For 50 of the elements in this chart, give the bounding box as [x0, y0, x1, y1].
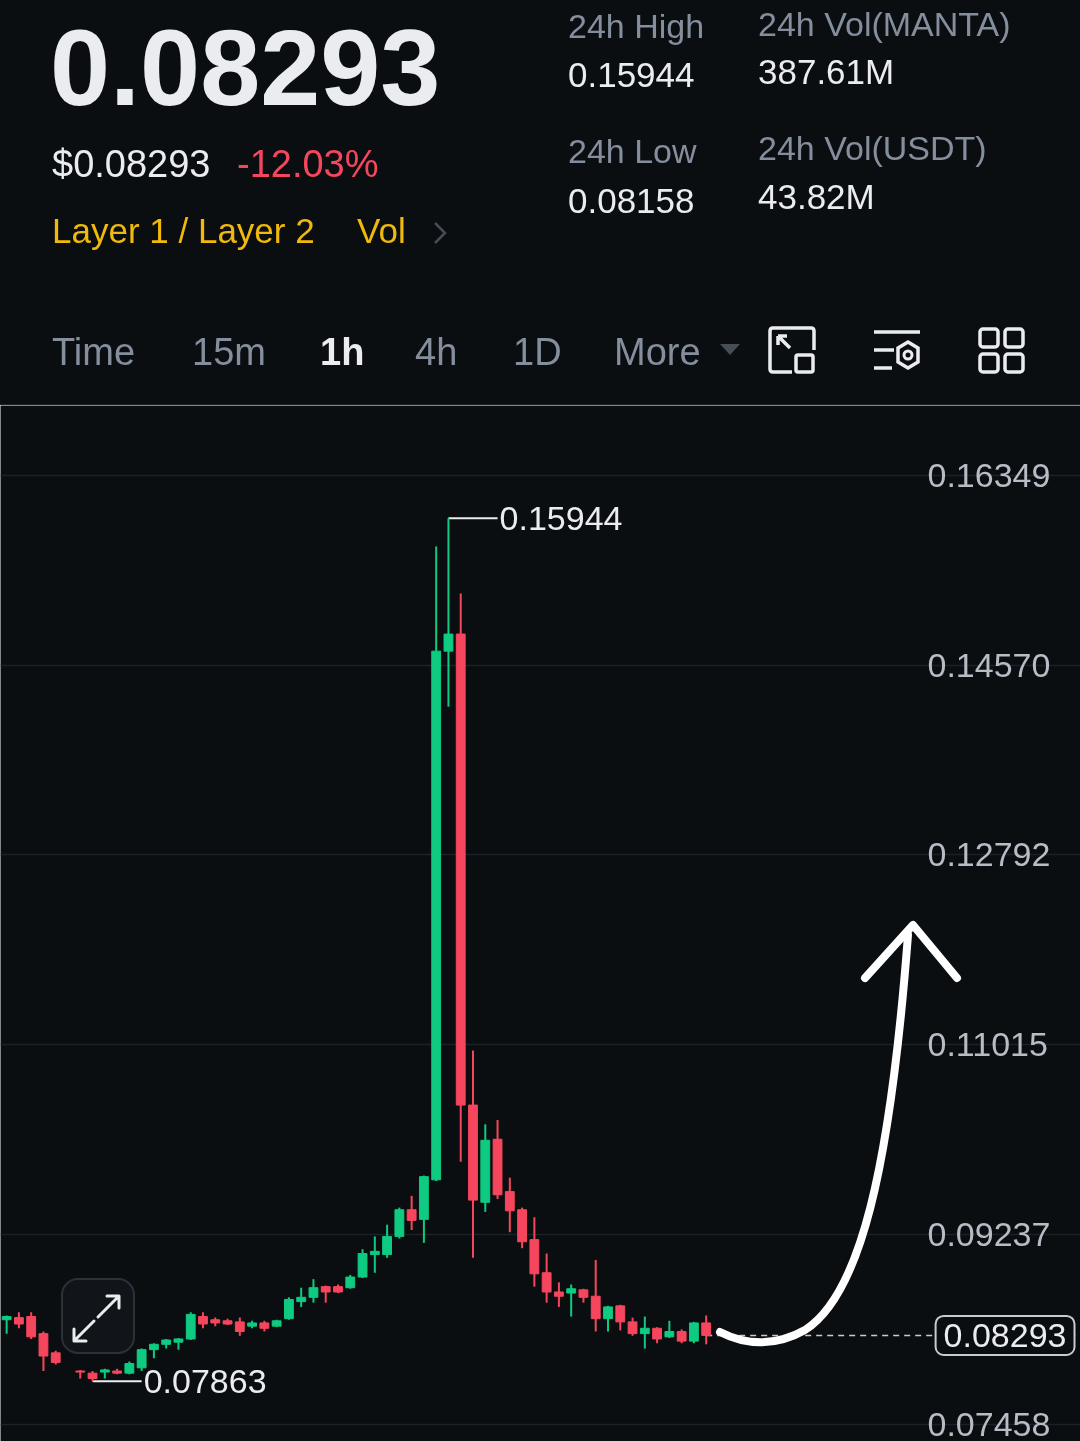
candlestick — [603, 1304, 613, 1333]
candlestick — [406, 1194, 417, 1232]
candlestick — [382, 1223, 393, 1259]
candlestick — [38, 1330, 49, 1373]
candlestick — [701, 1314, 712, 1346]
chart-title: 0.08293 — [50, 7, 441, 128]
text: $0.08293 — [52, 143, 211, 185]
y-tick-label: 0.16349 — [927, 455, 1051, 494]
text: 24h Vol(USDT) — [758, 129, 987, 167]
text: Time — [52, 331, 136, 373]
text: 1h — [320, 331, 365, 373]
candlestick — [627, 1316, 638, 1337]
candlestick — [308, 1278, 319, 1304]
y-tick-label: 0.07458 — [927, 1405, 1051, 1441]
text: -12.03% — [237, 143, 379, 185]
candlestick — [26, 1311, 37, 1340]
candlestick — [234, 1316, 245, 1337]
candlestick — [1, 1314, 12, 1335]
text: 0.15944 — [568, 55, 695, 94]
candlestick — [369, 1235, 380, 1274]
candlestick — [541, 1252, 552, 1304]
candlestick — [443, 517, 454, 708]
text: 24h High — [568, 7, 705, 45]
candlestick — [553, 1281, 564, 1308]
candlestick — [296, 1286, 307, 1308]
ref-line-label: 0.08293 — [943, 1315, 1067, 1354]
text: Vol — [357, 211, 406, 250]
annotation: 0.15944 — [499, 498, 623, 537]
candlestick — [590, 1258, 601, 1333]
text: 43.82M — [758, 177, 875, 216]
y-tick-label: 0.09237 — [927, 1215, 1051, 1254]
annotation: 0.07863 — [143, 1361, 267, 1400]
candlestick — [357, 1248, 368, 1280]
y-tick-label: 0.12792 — [927, 835, 1051, 874]
candlestick — [504, 1176, 515, 1234]
text: More — [614, 331, 701, 373]
candlestick — [283, 1296, 294, 1321]
text: 0.08158 — [568, 181, 695, 220]
text: 4h — [415, 331, 458, 373]
y-tick-label: 0.11015 — [927, 1025, 1048, 1064]
text: 1D — [513, 331, 562, 373]
text: 15m — [192, 331, 266, 373]
y-tick-label: 0.14570 — [927, 645, 1051, 684]
candlestick — [566, 1283, 577, 1318]
candlestick — [615, 1303, 626, 1332]
text: Layer 1 / Layer 2 — [52, 211, 315, 250]
candlestick — [639, 1315, 650, 1350]
text: 387.61M — [758, 52, 895, 91]
text: 24h Vol(MANTA) — [758, 5, 1011, 43]
text: 24h Low — [568, 132, 697, 170]
